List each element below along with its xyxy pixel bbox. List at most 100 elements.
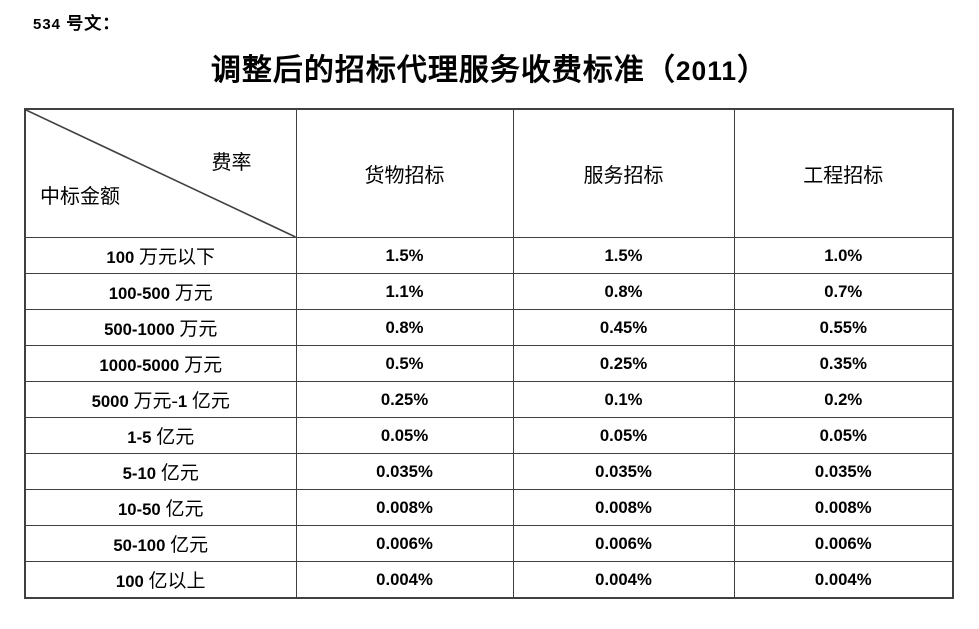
latin-text: 0.004% <box>595 569 652 589</box>
latin-text: 1.1% <box>385 281 424 301</box>
rate-value-cell: 0.035% <box>295 453 514 490</box>
table-row: 10-50 亿元 0.008% 0.008% 0.008% <box>24 489 954 526</box>
row-label: 100-500 万元 <box>24 273 297 310</box>
latin-text: 5-10 <box>122 464 157 483</box>
latin-text: 0.008% <box>814 497 872 517</box>
rate-value-cell: 0.05% <box>295 417 514 454</box>
rate-value-cell: 0.5% <box>295 345 514 382</box>
latin-text: 500-1000 <box>104 320 175 339</box>
latin-text: 0.55% <box>819 317 867 337</box>
rate-value-cell: 0.05% <box>512 417 735 454</box>
fee-standard-table: 费率 中标金额 货物招标 服务招标 工程招标 100 万元以下 1.5% 1.5% 1… <box>24 108 954 599</box>
rate-value-cell: 0.035% <box>733 453 954 490</box>
latin-text: 1000-5000 <box>99 356 180 375</box>
rate-value-cell: 0.2% <box>733 381 954 418</box>
row-label: 50-100 亿元 <box>24 525 297 562</box>
latin-text: 0.008% <box>595 497 652 517</box>
latin-text: 0.35% <box>819 353 867 373</box>
latin-text: 1 <box>177 392 188 411</box>
row-label: 100 亿以上 <box>24 561 297 599</box>
latin-text: 0.8% <box>604 281 643 301</box>
latin-text: 0.05% <box>599 425 648 445</box>
rate-value-cell: 0.8% <box>512 273 735 310</box>
row-label: 1-5 亿元 <box>24 417 297 454</box>
doc-number-label: 534 号文： <box>33 14 121 33</box>
rate-value-cell: 1.1% <box>295 273 514 310</box>
table-row: 1000-5000 万元 0.5% 0.25% 0.35% <box>24 345 954 382</box>
rate-value-cell: 0.004% <box>733 561 954 599</box>
rate-value-cell: 0.05% <box>733 417 954 454</box>
rate-value-cell: 0.035% <box>512 453 735 490</box>
rate-value-cell: 0.25% <box>295 381 514 418</box>
latin-text: 0.8% <box>385 317 424 337</box>
page-title: 调整后的招标代理服务收费标准（2011） <box>210 54 769 87</box>
table-row: 5000 万元-1 亿元 0.25% 0.1% 0.2% <box>24 381 954 418</box>
latin-text: 100-500 <box>108 284 171 303</box>
latin-text: 50-100 <box>113 536 166 555</box>
latin-text: 534 <box>33 16 61 33</box>
latin-text: 5000 <box>91 392 129 411</box>
latin-text: 0.7% <box>824 281 863 301</box>
rate-value-cell: 0.55% <box>733 309 954 346</box>
table-row: 50-100 亿元 0.006% 0.006% 0.006% <box>24 525 954 562</box>
latin-text: 0.035% <box>376 461 433 481</box>
latin-text: 100 <box>115 572 144 591</box>
rate-value-cell: 0.004% <box>295 561 514 599</box>
rate-value-cell: 0.45% <box>512 309 735 346</box>
table-body: 100 万元以下 1.5% 1.5% 1.0% 100-500 万元 1.1% 0.8% 0.… <box>24 237 954 599</box>
latin-text: 1.5% <box>385 245 424 265</box>
rate-value-cell: 0.1% <box>512 381 735 418</box>
rate-value-cell: 0.006% <box>733 525 954 562</box>
row-label: 500-1000 万元 <box>24 309 297 346</box>
latin-text: 0.05% <box>380 425 429 445</box>
rate-value-cell: 0.008% <box>733 489 954 526</box>
latin-text: 0.5% <box>385 353 424 373</box>
latin-text: 0.035% <box>814 461 872 481</box>
row-label: 1000-5000 万元 <box>24 345 297 382</box>
rate-value-cell: 0.006% <box>295 525 514 562</box>
latin-text: 0.006% <box>376 533 433 553</box>
corner-label-bid-amount: 中标金额 <box>40 186 120 208</box>
corner-label-rate: 费率 <box>211 152 252 174</box>
table-row: 100 万元以下 1.5% 1.5% 1.0% <box>24 237 954 274</box>
latin-text: 0.25% <box>599 353 648 373</box>
row-label: 100 万元以下 <box>24 237 297 274</box>
latin-text: 100 <box>106 248 135 267</box>
latin-text: 0.05% <box>819 425 867 445</box>
latin-text: 2011 <box>675 56 738 86</box>
latin-text: 0.004% <box>376 569 433 589</box>
table-row: 500-1000 万元 0.8% 0.45% 0.55% <box>24 309 954 346</box>
rate-value-cell: 0.35% <box>733 345 954 382</box>
corner-header-cell: 费率 中标金额 <box>24 108 297 238</box>
rate-value-cell: 1.5% <box>512 237 735 274</box>
rate-value-cell: 0.008% <box>295 489 514 526</box>
latin-text: 1.0% <box>824 245 863 265</box>
col-header-engineering-bidding: 工程招标 <box>733 108 954 238</box>
latin-text: 10-50 <box>118 500 161 519</box>
latin-text: 0.008% <box>376 497 433 517</box>
latin-text: 1-5 <box>127 428 152 447</box>
diagonal-divider-line <box>26 110 296 237</box>
row-label: 10-50 亿元 <box>24 489 297 526</box>
rate-value-cell: 0.7% <box>733 273 954 310</box>
row-label: 5000 万元-1 亿元 <box>24 381 297 418</box>
rate-value-cell: 0.006% <box>512 525 735 562</box>
rate-value-cell: 0.004% <box>512 561 735 599</box>
latin-text: 0.25% <box>380 389 429 409</box>
rate-value-cell: 0.25% <box>512 345 735 382</box>
table-row: 5-10 亿元 0.035% 0.035% 0.035% <box>24 453 954 490</box>
table-row: 100 亿以上 0.004% 0.004% 0.004% <box>24 561 954 599</box>
row-label: 5-10 亿元 <box>24 453 297 490</box>
header-row: 费率 中标金额 货物招标 服务招标 工程招标 <box>24 108 954 238</box>
latin-text: 0.035% <box>595 461 652 481</box>
rate-value-cell: 0.008% <box>512 489 735 526</box>
rate-value-cell: 1.0% <box>733 237 954 274</box>
latin-text: 1.5% <box>604 245 643 265</box>
latin-text: 0.2% <box>824 389 863 409</box>
col-header-service-bidding: 服务招标 <box>512 108 735 238</box>
table-row: 100-500 万元 1.1% 0.8% 0.7% <box>24 273 954 310</box>
latin-text: 0.006% <box>595 533 652 553</box>
col-header-goods-bidding: 货物招标 <box>295 108 514 238</box>
rate-value-cell: 1.5% <box>295 237 514 274</box>
